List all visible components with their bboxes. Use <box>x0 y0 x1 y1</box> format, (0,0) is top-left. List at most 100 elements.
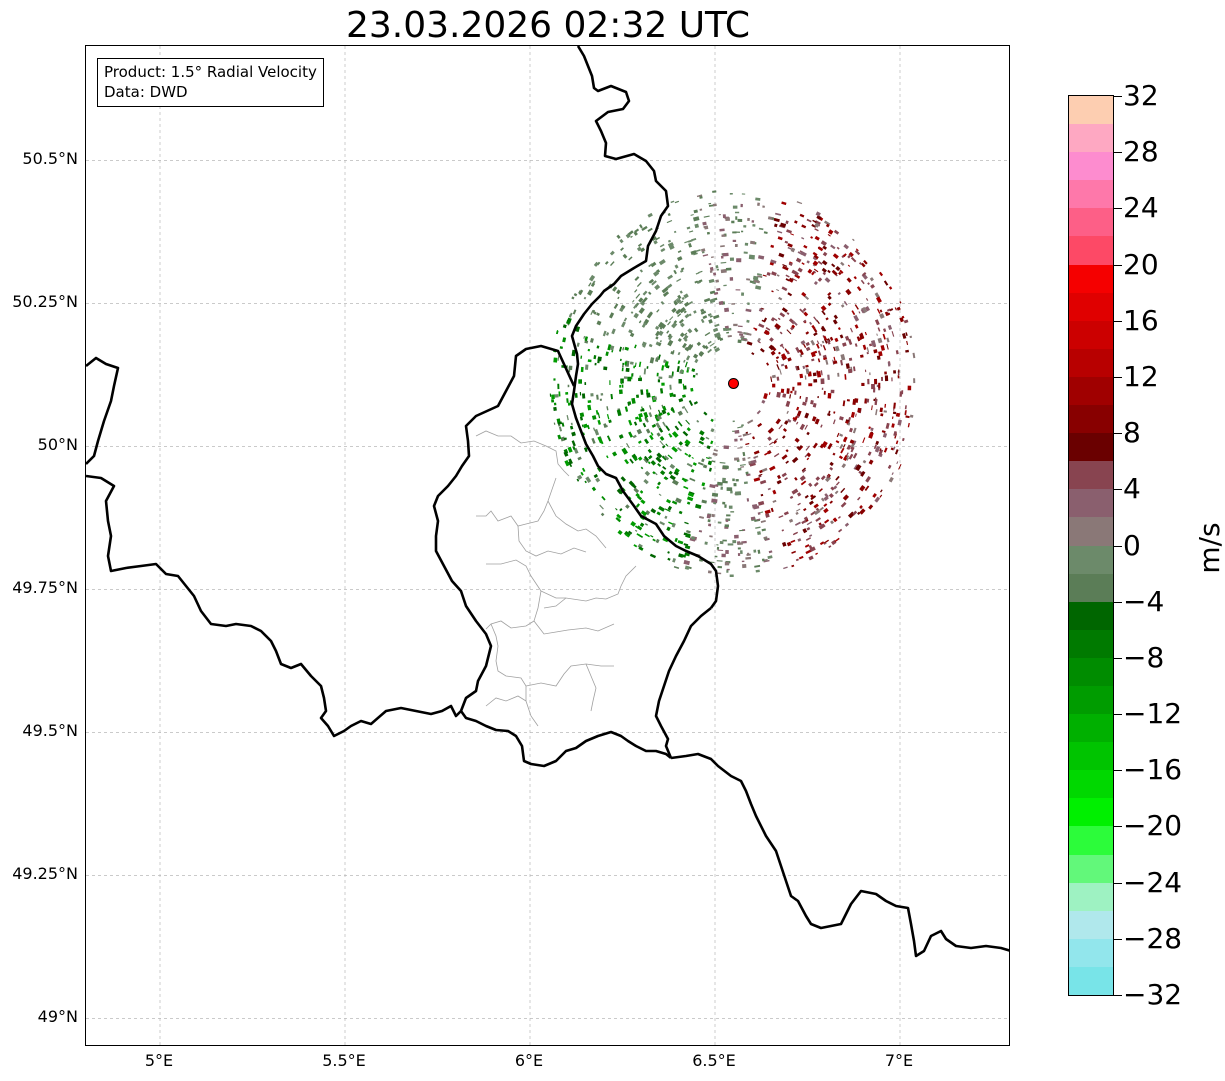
radar-echo-pixel <box>711 513 715 518</box>
radar-echo-pixel <box>666 330 670 334</box>
radar-echo-pixel <box>820 475 826 481</box>
radar-echo-pixel <box>822 271 826 276</box>
radar-echo-pixel <box>716 544 719 546</box>
radar-echo-pixel <box>702 344 707 349</box>
radar-echo-pixel <box>616 234 621 239</box>
radar-echo-pixel <box>656 452 663 459</box>
radar-echo-pixel <box>860 262 866 268</box>
latitude-tick-label: 49.25°N <box>12 864 78 884</box>
radar-echo-pixel <box>734 534 739 539</box>
radar-echo-pixel <box>906 340 909 346</box>
longitude-tick-label: 6°E <box>514 1051 544 1070</box>
radar-echo-pixel <box>783 511 789 516</box>
radar-echo-pixel <box>558 391 561 397</box>
radar-echo-pixel <box>870 340 877 347</box>
radar-echo-pixel <box>849 439 855 445</box>
radar-echo-pixel <box>820 240 827 246</box>
radar-echo-pixel <box>760 511 764 514</box>
radar-echo-pixel <box>828 545 832 549</box>
radar-echo-pixel <box>808 482 813 487</box>
radar-echo-pixel <box>568 313 572 318</box>
radar-echo-pixel <box>661 409 667 415</box>
radar-echo-pixel <box>647 455 653 460</box>
belgium-germany-border <box>570 46 720 609</box>
radar-echo-pixel <box>708 202 712 205</box>
radar-echo-pixel <box>737 447 743 449</box>
radar-echo-pixel <box>875 296 882 304</box>
radar-echo-pixel <box>734 438 738 442</box>
radar-echo-pixel <box>652 471 656 475</box>
radar-echo-pixel <box>805 341 810 347</box>
radar-echo-pixel <box>774 323 781 330</box>
radar-echo-pixel <box>843 300 848 306</box>
radar-echo-pixel <box>708 523 712 527</box>
radar-echo-pixel <box>763 231 768 235</box>
radar-echo-pixel <box>821 267 827 273</box>
radar-echo-pixel <box>880 413 884 417</box>
radar-echo-pixel <box>712 327 719 333</box>
radar-echo-pixel <box>704 541 708 545</box>
radar-echo-pixel <box>631 397 636 404</box>
radar-echo-pixel <box>781 345 785 349</box>
radar-echo-pixel <box>859 485 866 492</box>
radar-echo-pixel <box>607 344 612 351</box>
radar-echo-pixel <box>650 261 657 268</box>
radar-echo-pixel <box>783 566 788 570</box>
radar-echo-pixel <box>566 414 569 421</box>
radar-echo-pixel <box>663 359 667 364</box>
radar-echo-pixel <box>905 332 908 336</box>
radar-echo-pixel <box>620 247 624 251</box>
radar-echo-pixel <box>819 506 824 511</box>
radar-echo-pixel <box>640 301 645 306</box>
radar-echo-pixel <box>776 359 779 364</box>
radar-echo-pixel <box>864 331 867 336</box>
radar-echo-pixel <box>581 424 584 428</box>
radar-echo-pixel <box>868 343 873 347</box>
radar-echo-pixel <box>786 312 790 315</box>
radar-echo-pixel <box>716 335 722 341</box>
radar-echo-pixel <box>860 332 865 339</box>
radar-echo-pixel <box>717 565 723 569</box>
radar-echo-pixel <box>654 325 660 330</box>
radar-echo-pixel <box>827 413 831 417</box>
colorbar-segment <box>1069 545 1113 574</box>
radar-echo-pixel <box>823 539 829 544</box>
radar-echo-pixel <box>677 447 682 452</box>
radar-echo-pixel <box>572 309 577 315</box>
radar-echo-pixel <box>574 392 578 398</box>
radar-echo-pixel <box>634 362 637 368</box>
radar-echo-pixel <box>672 558 676 563</box>
radar-echo-pixel <box>671 371 674 377</box>
radar-echo-pixel <box>891 423 895 428</box>
radar-echo-pixel <box>797 267 803 273</box>
colorbar-tick <box>1114 938 1122 940</box>
radar-echo-pixel <box>845 363 850 369</box>
radar-echo-pixel <box>777 236 783 241</box>
radar-echo-pixel <box>777 317 781 321</box>
radar-echo-pixel <box>696 341 702 347</box>
radar-echo-pixel <box>815 552 818 555</box>
radar-echo-pixel <box>684 361 688 368</box>
radar-echo-pixel <box>824 277 831 283</box>
radar-echo-pixel <box>587 289 594 296</box>
radar-echo-pixel <box>802 469 807 474</box>
radar-echo-pixel <box>743 251 748 254</box>
radar-echo-pixel <box>794 415 798 421</box>
radar-echo-pixel <box>863 259 868 265</box>
map-panel[interactable] <box>85 45 1010 1046</box>
radar-echo-pixel <box>879 407 883 413</box>
radar-echo-pixel <box>814 235 820 241</box>
radar-echo-pixel <box>803 311 809 317</box>
radar-echo-pixel <box>741 560 745 563</box>
radar-echo-pixel <box>673 300 679 306</box>
radar-echo-pixel <box>730 511 735 513</box>
radar-echo-pixel <box>790 539 796 543</box>
radar-echo-pixel <box>738 435 742 438</box>
radar-echo-pixel <box>823 338 828 344</box>
radar-echo-pixel <box>767 555 773 560</box>
radar-echo-pixel <box>700 308 705 313</box>
radar-echo-pixel <box>742 457 746 462</box>
radar-echo-pixel <box>824 475 832 483</box>
colorbar-tick-label: −32 <box>1123 978 1183 1011</box>
radar-site-marker[interactable] <box>728 377 739 389</box>
